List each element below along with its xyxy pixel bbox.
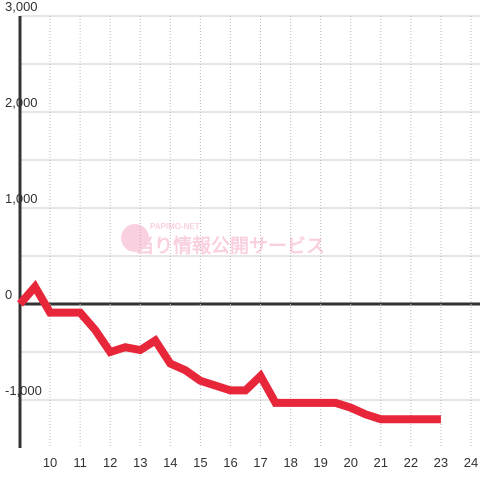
x-tick-label: 18 bbox=[283, 455, 297, 470]
x-tick-label: 24 bbox=[464, 455, 478, 470]
watermark-text: 当り情報公開サービス bbox=[135, 234, 325, 257]
x-tick-label: 13 bbox=[133, 455, 147, 470]
y-tick-label: -1,000 bbox=[5, 383, 42, 398]
x-tick-label: 17 bbox=[253, 455, 267, 470]
x-tick-label: 23 bbox=[434, 455, 448, 470]
x-tick-label: 14 bbox=[163, 455, 177, 470]
x-tick-label: 16 bbox=[223, 455, 237, 470]
x-tick-label: 12 bbox=[103, 455, 117, 470]
grid bbox=[18, 15, 480, 448]
y-tick-label: 2,000 bbox=[5, 95, 38, 110]
x-tick-label: 10 bbox=[43, 455, 57, 470]
x-tick-label: 19 bbox=[313, 455, 327, 470]
line bbox=[16, 279, 441, 424]
watermark: PAPIMO-NET 当り情報公開サービス bbox=[121, 222, 325, 257]
x-tick-label: 15 bbox=[193, 455, 207, 470]
watermark-brand: PAPIMO-NET bbox=[150, 222, 200, 231]
x-tick-label: 20 bbox=[343, 455, 357, 470]
x-tick-label: 21 bbox=[374, 455, 388, 470]
y-tick-label: 3,000 bbox=[5, 0, 38, 14]
watermark-logo bbox=[121, 224, 149, 252]
y-tick-label: 1,000 bbox=[5, 191, 38, 206]
y-tick-label: 0 bbox=[5, 287, 12, 302]
x-tick-label: 11 bbox=[73, 455, 87, 470]
x-tick-label: 22 bbox=[404, 455, 418, 470]
